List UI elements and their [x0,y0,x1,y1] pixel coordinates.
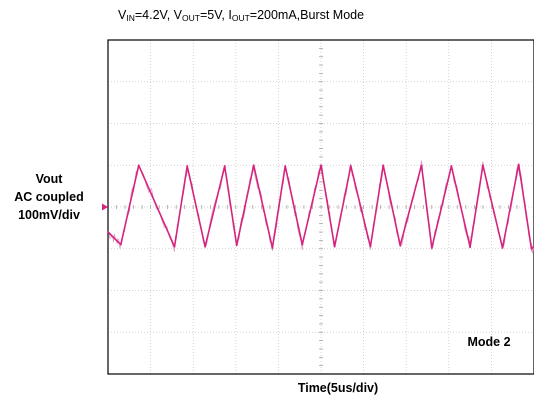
trace-point [137,164,140,167]
grid [107,39,534,375]
trace-point [450,165,453,167]
title-part: =200mA,Burst Mode [249,8,365,22]
trace-point [369,245,372,248]
mode-annotation: Mode 2 [467,335,511,349]
trace-point [382,164,385,167]
title-part: =4.2V, VOUT [134,8,200,23]
trace-point [349,165,352,167]
title-part: VIN [118,8,135,23]
trace-point [530,247,533,250]
x-axis-label: Time(5us/div) [297,381,379,395]
trace-point [333,245,336,248]
trace-point [119,243,122,246]
trace-point [173,245,176,248]
trace-point [204,245,207,248]
trace-point [469,246,471,248]
ylabel-line-1: Vout [35,172,63,186]
trace-point [186,165,189,167]
trace-point [399,244,402,247]
title-part: =5V, IOUT [199,8,250,23]
trace-point [481,164,484,167]
trace-vertices [107,163,534,250]
trace-point [430,247,433,249]
trace-point [271,247,274,249]
chart-title: VIN=4.2V, VOUT=5V, IOUT=200mA,Burst Mode [118,8,438,23]
trace-point [420,164,423,167]
ylabel-line-2: AC coupled [14,190,84,204]
trace-point [107,231,109,233]
trace-point [223,165,226,167]
ylabel-line-3: 100mV/div [18,208,80,222]
trace-point [252,164,255,167]
trace-point [501,247,504,249]
trace-point [517,163,520,166]
trace-point [320,164,322,167]
trace-point [301,243,304,246]
channel-marker-arrow [102,203,108,211]
trace-point [235,244,238,247]
trace-point [284,165,287,167]
